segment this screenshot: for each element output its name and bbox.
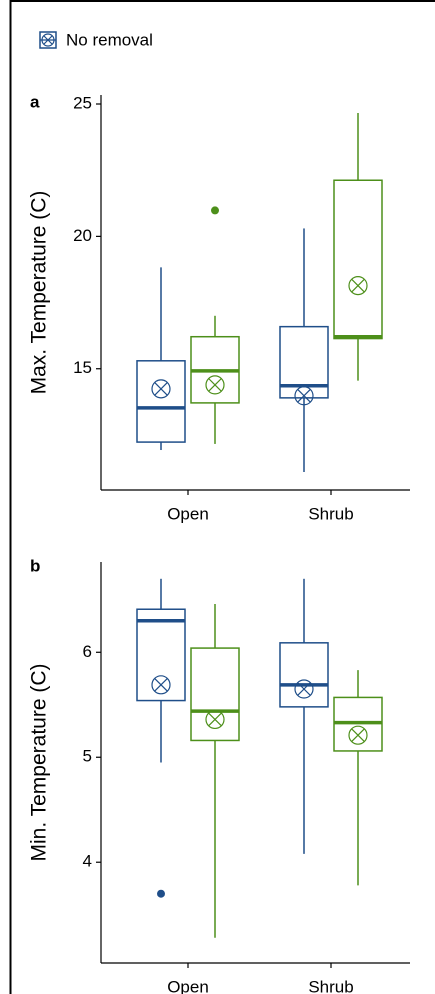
mean-cross [154,677,168,692]
panel-label: b [30,556,40,575]
mean-marker [205,375,225,395]
legend-swatch [40,35,56,45]
y-axis-label: Min. Temperature (C) [28,663,51,861]
mean-marker [348,725,368,745]
x-tick-label: Shrub [308,977,353,994]
y-tick-label: 15 [73,358,92,377]
box-body [136,608,186,702]
mean-cross [154,382,168,396]
box [136,267,186,451]
mean-cross [351,278,365,293]
mean-circle [151,379,171,399]
mean-cross [351,728,365,743]
box [279,228,329,472]
mean-circle [151,675,171,695]
panel-label: a [30,92,40,111]
mean-marker [348,276,368,296]
box-body [190,647,240,742]
box [333,113,383,381]
legend-label: No removal [66,30,153,49]
outlier [211,206,219,215]
y-tick-label: 6 [83,642,92,661]
mean-marker [151,675,171,695]
y-tick-label: 4 [83,852,92,871]
mean-marker [294,679,314,699]
mean-circle [294,679,314,699]
box [190,206,240,444]
mean-circle [294,386,314,406]
y-tick-label: 20 [73,226,92,245]
y-tick-label: 25 [73,93,92,112]
x-tick-label: Shrub [308,504,353,523]
y-axis-label: Max. Temperature (C) [28,191,51,395]
box-body [279,642,329,708]
y-tick-label: 5 [83,747,92,766]
mean-circle [205,375,225,395]
x-tick-label: Open [167,504,209,523]
box [190,603,240,938]
box [333,670,383,886]
box-body [136,360,186,443]
mean-cross [297,388,311,403]
box [136,578,186,898]
mean-circle [205,709,225,730]
x-tick-label: Open [167,977,209,994]
box-body [333,179,383,340]
mean-marker [151,379,171,399]
mean-circle [348,276,368,296]
outlier [157,889,165,898]
mean-marker [205,709,225,730]
box [279,578,329,854]
mean-cross [297,682,311,696]
mean-marker [294,386,314,406]
mean-circle [348,725,368,745]
mean-cross [208,712,222,727]
mean-cross [208,378,222,392]
